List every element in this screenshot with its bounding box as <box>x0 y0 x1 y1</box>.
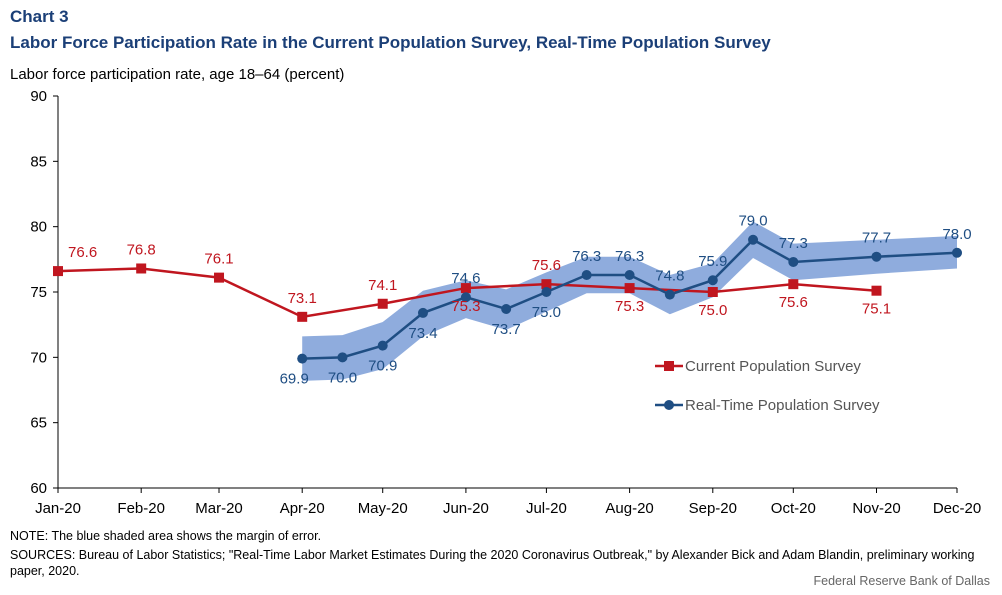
rtps-point <box>707 275 718 286</box>
cps-point <box>136 263 147 274</box>
cps-data-label: 75.0 <box>698 302 727 319</box>
rtps-data-label: 73.4 <box>408 325 437 342</box>
x-tick-label: May-20 <box>358 500 408 517</box>
cps-point <box>53 266 63 277</box>
rtps-point <box>501 303 512 314</box>
rtps-point <box>581 270 592 281</box>
x-tick-label: Sep-20 <box>689 500 737 517</box>
rtps-data-label: 73.7 <box>492 321 521 338</box>
rtps-data-label: 76.3 <box>572 248 601 265</box>
rtps-point <box>337 352 348 363</box>
cps-data-label: 76.8 <box>127 241 156 258</box>
y-tick-label: 90 <box>30 88 47 105</box>
y-axis-label: Labor force participation rate, age 18–6… <box>10 66 345 83</box>
legend-label-real-time-population-survey: Real-Time Population Survey <box>685 397 880 414</box>
rtps-point <box>417 307 428 318</box>
rtps-data-label: 77.7 <box>862 230 891 247</box>
rtps-data-label: 69.9 <box>280 371 309 388</box>
rtps-data-label: 70.9 <box>368 358 397 375</box>
cps-point <box>707 287 718 297</box>
cps-data-label: 75.1 <box>862 301 891 318</box>
y-tick-label: 80 <box>30 219 47 236</box>
chart-sources: SOURCES: Bureau of Labor Statistics; "Re… <box>10 548 975 578</box>
rtps-data-label: 75.9 <box>698 253 727 270</box>
rtps-point <box>460 292 471 303</box>
cps-point <box>460 283 471 294</box>
chart-title: Labor Force Participation Rate in the Cu… <box>10 33 771 52</box>
x-tick-label: Dec-20 <box>933 500 981 517</box>
legend-marker-real-time-population-survey <box>664 400 674 410</box>
x-tick-label: Oct-20 <box>771 500 816 517</box>
rtps-point <box>664 289 675 300</box>
cps-point <box>377 298 388 309</box>
cps-point <box>541 279 552 290</box>
cps-data-label: 75.3 <box>451 298 480 315</box>
chart-note: NOTE: The blue shaded area shows the mar… <box>10 529 322 543</box>
cps-point <box>788 279 799 290</box>
x-tick-label: Jan-20 <box>35 500 81 517</box>
chart-credit: Federal Reserve Bank of Dallas <box>813 574 990 588</box>
x-tick-label: Jun-20 <box>443 500 489 517</box>
rtps-point <box>541 287 552 297</box>
cps-point <box>871 285 882 296</box>
rtps-data-label: 77.3 <box>779 235 808 252</box>
rtps-point <box>788 256 799 267</box>
chart-label: Chart 3 <box>10 7 69 26</box>
cps-point <box>214 272 225 283</box>
x-tick-label: Aug-20 <box>605 500 653 517</box>
cps-point <box>297 311 308 322</box>
cps-data-label: 75.6 <box>532 257 561 274</box>
x-tick-label: Apr-20 <box>280 500 325 517</box>
line-chart: 60 65 70 75 80 85 90 Jan-20 Feb-20 Mar-20 Apr-20 Ma… <box>30 88 981 517</box>
y-tick-label: 85 <box>30 153 47 170</box>
rtps-point <box>297 353 308 364</box>
rtps-point <box>952 247 962 258</box>
rtps-data-label: 78.0 <box>942 226 971 243</box>
cps-data-label: 74.1 <box>368 277 397 294</box>
cps-data-label: 76.6 <box>68 244 97 261</box>
rtps-data-label: 74.8 <box>655 268 684 285</box>
y-tick-label: 65 <box>30 415 47 432</box>
rtps-point <box>748 234 759 245</box>
cps-data-label: 73.1 <box>288 290 317 307</box>
legend-label-current-population-survey: Current Population Survey <box>685 358 861 375</box>
legend-marker-current-population-survey <box>664 361 674 371</box>
cps-point <box>624 283 635 294</box>
y-tick-label: 60 <box>30 480 47 497</box>
rtps-data-label: 74.6 <box>451 270 480 287</box>
cps-data-label: 75.6 <box>779 294 808 311</box>
y-tick-label: 70 <box>30 349 47 366</box>
cps-data-label: 75.3 <box>615 298 644 315</box>
x-tick-label: Feb-20 <box>117 500 165 517</box>
rtps-data-label: 75.0 <box>532 304 561 321</box>
rtps-point <box>624 270 635 281</box>
rtps-data-label: 76.3 <box>615 248 644 265</box>
x-tick-label: Nov-20 <box>852 500 900 517</box>
rtps-point <box>377 340 388 351</box>
rtps-point <box>871 251 882 262</box>
rtps-data-label: 79.0 <box>738 213 767 230</box>
rtps-data-label: 70.0 <box>328 369 357 386</box>
y-tick-label: 75 <box>30 284 47 301</box>
cps-data-label: 76.1 <box>204 251 233 268</box>
x-tick-label: Jul-20 <box>526 500 567 517</box>
x-tick-label: Mar-20 <box>195 500 243 517</box>
